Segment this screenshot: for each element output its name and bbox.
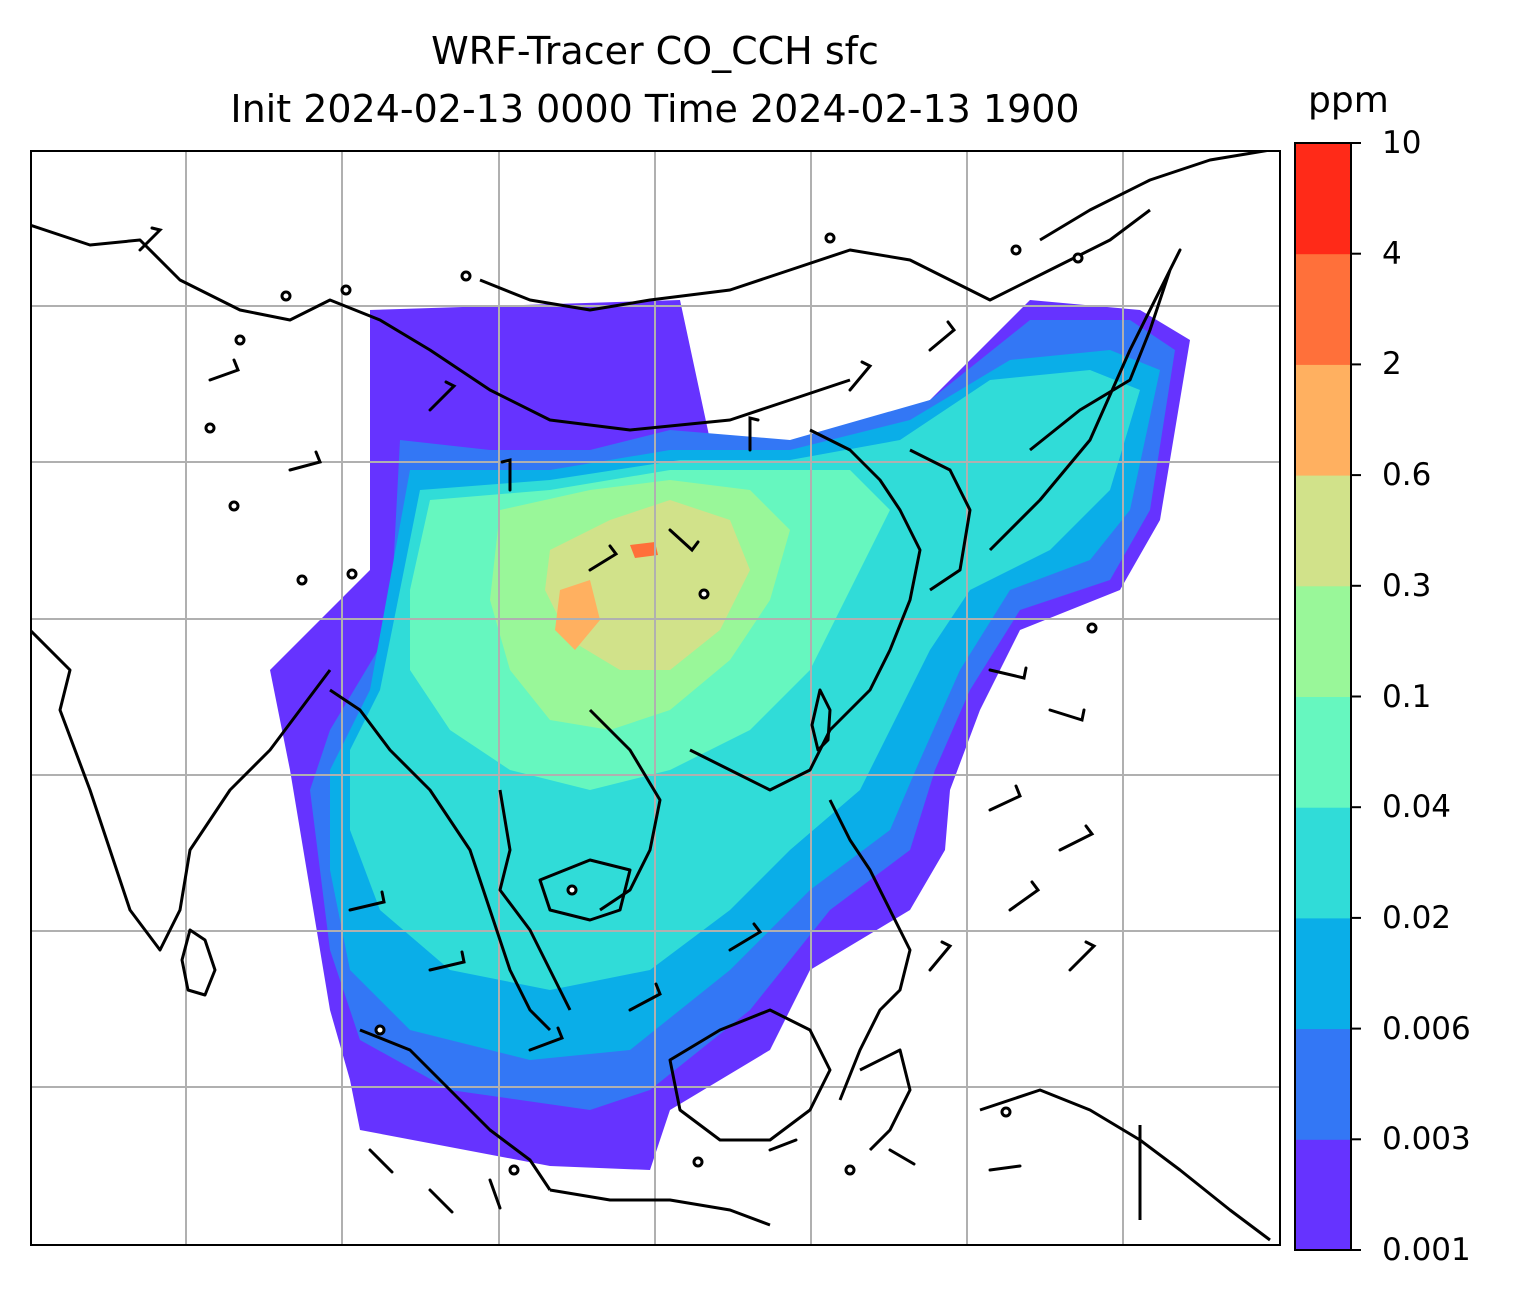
mongolia-border (479, 208, 1151, 312)
philippines (828, 799, 912, 1101)
colorbar-tick-label: 0.6 (1382, 457, 1432, 494)
map-title-line-1: WRF-Tracer CO_CCH sfc (431, 29, 879, 73)
calm-circle (824, 232, 836, 244)
colorbar-band (1295, 917, 1351, 1030)
colorbar-tick-label: 4 (1382, 235, 1402, 272)
colorbar-band (1295, 1139, 1351, 1251)
wind-barb (888, 1148, 916, 1166)
colorbar-band (1295, 364, 1351, 476)
malay-peninsula (498, 789, 572, 1011)
calm-circle (1072, 252, 1084, 264)
calm-circle (340, 284, 352, 296)
wind-barb (668, 528, 700, 553)
colorbar-band (1295, 807, 1351, 919)
colorbar-band (1295, 585, 1351, 697)
wind-barb (988, 784, 1022, 812)
wind-barb (1008, 880, 1041, 912)
wind-barb (428, 1188, 454, 1214)
korea-coast (909, 448, 972, 592)
colorbar-tick-label: 0.001 (1382, 1232, 1471, 1268)
colorbar-tick-label: 0.006 (1382, 1010, 1471, 1047)
borneo (668, 1008, 832, 1142)
taiwan (810, 688, 832, 752)
wind-barb (768, 1138, 798, 1152)
vietnam-coast (588, 708, 662, 912)
colorbar-band (1295, 253, 1351, 365)
colorbar-tick-label: 0.3 (1382, 567, 1432, 604)
calm-circles (204, 232, 1098, 1176)
colorbar-band (1295, 143, 1351, 255)
wind-barb (588, 544, 619, 572)
calm-circle (346, 568, 358, 580)
wind-barb (1048, 708, 1086, 722)
gulf-of-thailand (538, 858, 632, 922)
colorbar-band (1295, 475, 1351, 587)
calm-circle (566, 884, 578, 896)
kamchatka-coast (1039, 150, 1271, 242)
wind-barbs (138, 226, 1097, 1214)
india-coast (30, 628, 332, 952)
calm-circle (228, 500, 240, 512)
wind-barb (208, 358, 240, 382)
tracer-band-06 (555, 580, 600, 650)
wind-barb (1058, 824, 1095, 852)
wind-barb (988, 1164, 1022, 1172)
calm-circle (844, 1164, 856, 1176)
colorbar-tick-label: 10 (1382, 125, 1422, 161)
calm-circle (698, 588, 710, 600)
sri-lanka (180, 928, 217, 997)
colorbar (1294, 142, 1361, 1251)
wind-barb (428, 380, 457, 412)
wind-barb (728, 922, 763, 952)
colorbar-tick-label: 0.1 (1382, 678, 1432, 715)
calm-circle (374, 1024, 386, 1036)
japan (988, 248, 1182, 552)
coastlines (30, 150, 1271, 1242)
wind-barb (368, 1148, 394, 1174)
calm-circle (1000, 1106, 1012, 1118)
sulawesi (859, 1048, 912, 1152)
china-coast (689, 428, 922, 792)
map-title-line-2: Init 2024-02-13 0000 Time 2024-02-13 190… (230, 87, 1080, 131)
wind-barb (288, 450, 323, 472)
wind-barb (348, 890, 386, 912)
colorbar-tick-label: 0.04 (1382, 789, 1452, 826)
map-plot (30, 150, 1281, 1246)
colorbar-band (1295, 1028, 1351, 1140)
wind-barb (748, 416, 760, 452)
calm-circle (1086, 622, 1098, 634)
calm-circle (204, 422, 216, 434)
colorbar-tick-label: 2 (1382, 346, 1402, 383)
wind-barb (428, 950, 466, 972)
wind-barb (928, 940, 953, 972)
wind-barb (1068, 940, 1097, 972)
wind-barb (138, 226, 163, 252)
calm-circle (692, 1156, 704, 1168)
colorbar-band (1295, 696, 1351, 808)
java (549, 1188, 771, 1227)
calm-circle (1010, 244, 1022, 256)
wind-barb (988, 666, 1028, 680)
calm-circle (460, 270, 472, 282)
himalaya-border (30, 223, 851, 432)
tracer-band-2 (630, 542, 658, 558)
indochina-coast (329, 688, 552, 1032)
wind-barb (628, 982, 662, 1012)
calm-circle (508, 1164, 520, 1176)
colorbar-unit: ppm (1308, 80, 1389, 121)
calm-circle (234, 334, 246, 346)
sumatra (359, 1028, 552, 1191)
wind-barb (488, 1178, 502, 1210)
wind-barb (848, 360, 873, 392)
wind-barb (528, 1026, 564, 1052)
colorbar-tick-label: 0.003 (1382, 1121, 1471, 1158)
wind-barb (928, 320, 957, 352)
wind-barb (500, 458, 512, 492)
colorbar-tick-label: 0.02 (1382, 899, 1452, 936)
calm-circle (296, 574, 308, 586)
calm-circle (280, 290, 292, 302)
